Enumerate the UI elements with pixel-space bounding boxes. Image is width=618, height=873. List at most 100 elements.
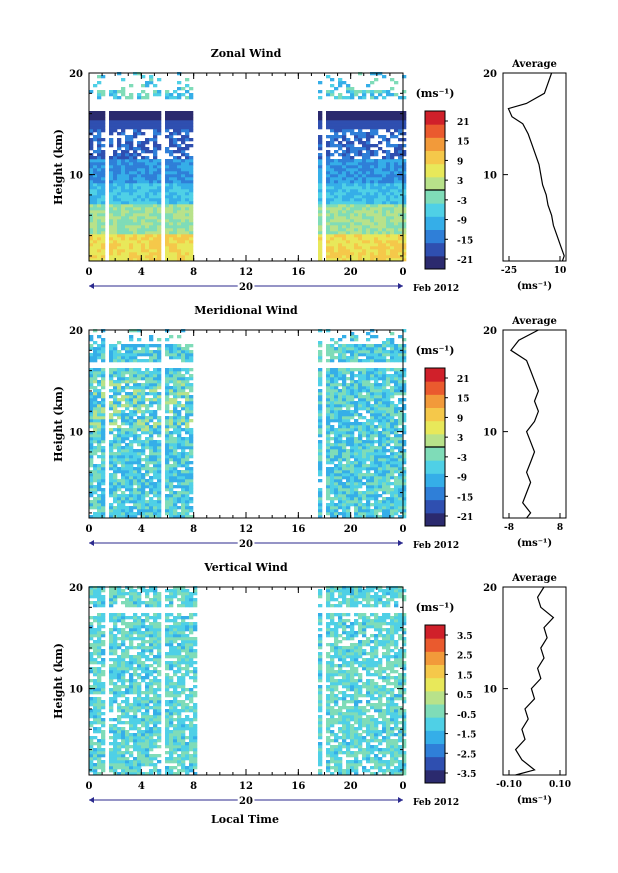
heatmap-cell bbox=[346, 213, 351, 217]
heatmap-cell bbox=[117, 413, 122, 417]
heatmap-cell bbox=[137, 449, 142, 453]
heatmap-cell bbox=[370, 479, 375, 483]
heatmap-cell bbox=[141, 258, 146, 262]
heatmap-cell bbox=[326, 183, 331, 187]
heatmap-cell bbox=[189, 198, 194, 202]
heatmap-cell bbox=[398, 401, 403, 405]
heatmap-cell bbox=[177, 350, 182, 354]
heatmap-cell bbox=[189, 144, 194, 148]
heatmap-cell bbox=[394, 180, 399, 184]
heatmap-cell bbox=[93, 243, 98, 247]
heatmap-cell bbox=[358, 96, 363, 100]
heatmap-cell bbox=[89, 703, 94, 707]
heatmap-cell bbox=[113, 374, 118, 378]
heatmap-cell bbox=[189, 419, 194, 423]
heatmap-cell bbox=[141, 201, 146, 205]
heatmap-cell bbox=[137, 72, 142, 76]
heatmap-cell bbox=[141, 515, 146, 519]
heatmap-cell bbox=[370, 123, 375, 127]
heatmap-cell bbox=[101, 129, 106, 133]
heatmap-cell bbox=[185, 413, 190, 417]
heatmap-cell bbox=[358, 506, 363, 510]
heatmap-cell bbox=[89, 494, 94, 498]
heatmap-cell bbox=[370, 183, 375, 187]
heatmap-cell bbox=[145, 437, 150, 441]
heatmap-cell bbox=[370, 482, 375, 486]
colorbar-segment bbox=[425, 486, 445, 501]
heatmap-cell bbox=[330, 500, 335, 504]
heatmap-cell bbox=[169, 186, 174, 190]
heatmap-cell bbox=[382, 117, 387, 121]
heatmap-cell bbox=[334, 410, 339, 414]
heatmap-cell bbox=[354, 380, 359, 384]
heatmap-cell bbox=[177, 81, 182, 85]
heatmap-cell bbox=[97, 691, 102, 695]
heatmap-cell bbox=[129, 111, 134, 115]
heatmap-cell bbox=[386, 395, 391, 399]
heatmap-cell bbox=[366, 240, 371, 244]
heatmap-cell bbox=[169, 174, 174, 178]
heatmap-cell bbox=[93, 407, 98, 411]
heatmap-cell bbox=[169, 138, 174, 142]
heatmap-cell bbox=[145, 419, 150, 423]
heatmap-cell bbox=[386, 341, 391, 345]
heatmap-cell bbox=[358, 246, 363, 250]
heatmap-cell bbox=[89, 171, 94, 175]
heatmap-cell bbox=[109, 449, 114, 453]
heatmap-cell bbox=[189, 509, 194, 513]
heatmap-cell bbox=[350, 347, 355, 351]
heatmap-cell bbox=[382, 380, 387, 384]
heatmap-cell bbox=[338, 93, 343, 97]
heatmap-cell bbox=[153, 132, 158, 136]
heatmap-cell bbox=[342, 120, 347, 124]
heatmap-cell bbox=[402, 386, 407, 390]
heatmap-cell bbox=[89, 126, 94, 130]
heatmap-cell bbox=[338, 219, 343, 223]
heatmap-cell bbox=[185, 395, 190, 399]
heatmap-cell bbox=[390, 144, 395, 148]
heatmap-cell bbox=[145, 371, 150, 375]
heatmap-cell bbox=[93, 586, 98, 590]
heatmap-cell bbox=[402, 380, 407, 384]
heatmap-cell bbox=[366, 243, 371, 247]
heatmap-cell bbox=[101, 760, 106, 764]
heatmap-cell bbox=[137, 240, 142, 244]
heatmap-cell bbox=[89, 255, 94, 259]
heatmap-cell bbox=[141, 183, 146, 187]
heatmap-cell bbox=[370, 467, 375, 471]
heatmap-cell bbox=[350, 222, 355, 226]
heatmap-cell bbox=[189, 434, 194, 438]
heatmap-cell bbox=[153, 461, 158, 465]
heatmap-cell bbox=[109, 183, 114, 187]
heatmap-cell bbox=[342, 123, 347, 127]
heatmap-cell bbox=[173, 494, 178, 498]
heatmap-cell bbox=[370, 410, 375, 414]
heatmap-cell bbox=[141, 347, 146, 351]
heatmap-cell bbox=[97, 216, 102, 220]
colorbar-segment bbox=[425, 460, 445, 474]
heatmap-cell bbox=[362, 368, 367, 372]
heatmap-cell bbox=[93, 371, 98, 375]
heatmap-cell bbox=[334, 159, 339, 163]
heatmap-cell bbox=[117, 144, 122, 148]
heatmap-cell bbox=[173, 177, 178, 181]
heatmap-cell bbox=[177, 335, 182, 339]
heatmap-cell bbox=[113, 204, 118, 208]
heatmap-cell bbox=[394, 485, 399, 489]
heatmap-cell bbox=[374, 174, 379, 178]
heatmap-cell bbox=[145, 186, 150, 190]
heatmap-cell bbox=[370, 377, 375, 381]
heatmap-cell bbox=[370, 347, 375, 351]
heatmap-cell bbox=[141, 162, 146, 166]
heatmap-cell bbox=[97, 207, 102, 211]
heatmap-cell bbox=[101, 138, 106, 142]
heatmap-cell bbox=[330, 338, 335, 342]
heatmap-cell bbox=[354, 401, 359, 405]
heatmap-cell bbox=[346, 117, 351, 121]
heatmap-cell bbox=[382, 413, 387, 417]
heatmap-cell bbox=[362, 111, 367, 115]
heatmap-cell bbox=[129, 338, 134, 342]
heatmap-cell bbox=[97, 225, 102, 229]
heatmap-cell bbox=[165, 392, 170, 396]
heatmap-cell bbox=[153, 147, 158, 151]
